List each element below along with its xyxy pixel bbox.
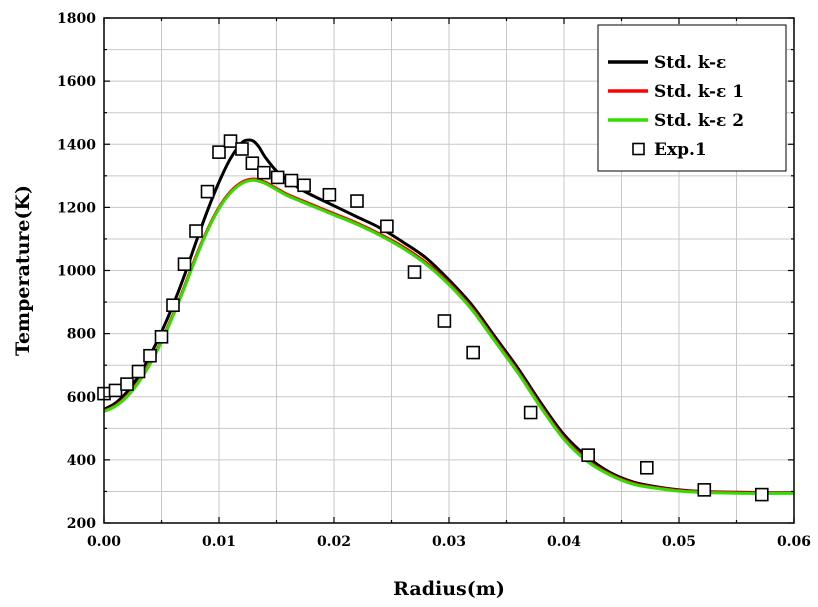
data-point-exp-1	[380, 219, 394, 234]
data-point-exp-1	[212, 145, 226, 159]
x-tick-label: 0.02	[317, 534, 351, 550]
legend-label-std-k-e-1: Std. k-ε 1	[654, 82, 744, 102]
x-tick-label: 0.05	[662, 534, 696, 550]
data-point-exp-1	[523, 405, 538, 420]
legend-label-exp-1: Exp.1	[654, 140, 707, 160]
x-tick-label: 0.00	[87, 534, 121, 550]
data-point-exp-1	[245, 156, 260, 170]
series-group	[97, 134, 795, 502]
legend-box	[597, 24, 787, 172]
legend: Std. k-ε Std. k-ε 1 Std. k-ε 2 Exp.1	[597, 24, 787, 172]
data-point-exp-1	[297, 178, 311, 193]
y-tick-label: 1400	[57, 137, 96, 153]
data-point-exp-1	[177, 257, 192, 271]
x-tick-label: 0.03	[432, 534, 466, 550]
data-point-exp-1	[189, 224, 203, 238]
data-point-exp-1	[407, 265, 422, 279]
data-point-exp-1	[284, 173, 299, 188]
data-point-exp-1	[697, 483, 712, 497]
data-point-exp-1	[639, 460, 654, 475]
y-tick-label: 400	[67, 453, 96, 469]
y-tick-label: 600	[67, 390, 96, 406]
series-markers-exp-1	[97, 134, 769, 502]
x-tick-label: 0.06	[777, 534, 811, 550]
y-tick-label: 1200	[57, 200, 96, 216]
data-point-exp-1	[350, 194, 364, 208]
y-tick-label: 1800	[57, 11, 96, 27]
data-point-exp-1	[131, 364, 146, 379]
x-tick-label: 0.01	[202, 534, 236, 550]
legend-entry-std-k-e-1: Std. k-ε 1	[608, 82, 744, 102]
data-point-exp-1	[322, 187, 337, 202]
legend-label-std-k-e-2: Std. k-ε 2	[654, 111, 744, 131]
data-point-exp-1	[108, 383, 123, 398]
data-point-exp-1	[223, 134, 238, 148]
data-point-exp-1	[166, 298, 180, 313]
axis-ticks	[103, 17, 795, 524]
data-point-exp-1	[235, 142, 249, 156]
data-point-exp-1	[437, 314, 452, 328]
axis-tick-labels: 0.00 0.01 0.02 0.03 0.04 0.05 0.06 200 400 600 800…	[57, 11, 811, 550]
y-axis-title: Temperature(K)	[12, 185, 34, 356]
data-point-exp-1	[754, 487, 769, 502]
x-tick-label: 0.04	[547, 534, 581, 550]
data-point-exp-1	[154, 329, 169, 344]
data-point-exp-1	[143, 348, 157, 363]
data-point-exp-1	[270, 170, 285, 185]
legend-entry-std-k-e: Std. k-ε	[608, 53, 726, 73]
x-axis-title: Radius(m)	[393, 578, 505, 600]
legend-swatch-exp-1	[632, 142, 645, 156]
legend-label-std-k-e: Std. k-ε	[654, 53, 726, 73]
y-tick-label: 200	[67, 516, 96, 532]
y-tick-label: 1600	[57, 74, 96, 90]
legend-entry-std-k-e-2: Std. k-ε 2	[608, 111, 744, 131]
y-tick-label: 1000	[57, 264, 96, 280]
data-point-exp-1	[200, 184, 215, 199]
legend-entry-exp-1: Exp.1	[632, 140, 707, 160]
data-point-exp-1	[120, 377, 134, 391]
data-point-exp-1	[257, 165, 271, 180]
data-point-exp-1	[581, 448, 595, 462]
data-point-exp-1	[466, 345, 480, 360]
y-tick-label: 800	[67, 327, 96, 343]
